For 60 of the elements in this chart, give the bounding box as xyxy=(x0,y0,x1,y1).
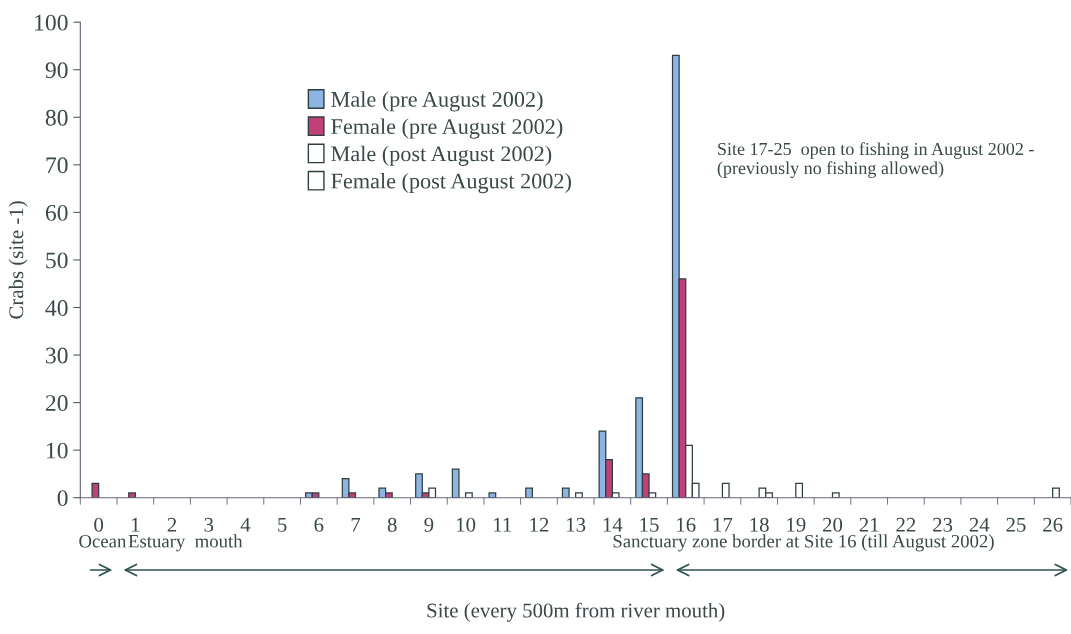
x-tick-label: 4 xyxy=(240,517,251,532)
x-tick-label: 21 xyxy=(859,517,879,532)
annotation: Site 17-25 open to fishing in August 2002 - (previously no fishing allowed) xyxy=(717,142,1034,178)
x-tick-label: 3 xyxy=(204,517,214,532)
x-tick-label: 17 xyxy=(713,517,733,532)
legend-label: Female (pre August 2002) xyxy=(331,118,563,139)
bar xyxy=(464,492,473,498)
x-tick-label: 8 xyxy=(387,517,397,532)
x-tick-label: 0 xyxy=(94,517,104,532)
bar xyxy=(575,492,583,498)
x-tick-label: 23 xyxy=(933,517,953,532)
x-tick-label: 15 xyxy=(640,517,659,532)
x-tick-label: 6 xyxy=(314,517,324,532)
y-tick-label: 0 xyxy=(57,490,68,507)
x-tick-label: 16 xyxy=(677,517,696,532)
x-tick-label: 12 xyxy=(530,517,549,532)
x-tick-label: 20 xyxy=(823,517,843,532)
bar xyxy=(128,492,136,498)
bar xyxy=(451,468,460,498)
x-tick-label: 11 xyxy=(494,517,512,532)
legend-label: Female (post August 2002) xyxy=(331,172,571,194)
bar xyxy=(1052,487,1060,498)
bar xyxy=(721,482,730,498)
y-tick-label: 70 xyxy=(46,157,68,174)
x-tick-label: 9 xyxy=(424,517,434,532)
bar xyxy=(488,492,497,498)
x-tick-label: 10 xyxy=(457,517,476,532)
text: Estuary mouth xyxy=(128,534,243,552)
x-tick-label: 22 xyxy=(896,517,916,532)
y-tick-label: 90 xyxy=(45,62,68,79)
x-tick-label: 2 xyxy=(167,517,177,532)
bar xyxy=(91,482,100,498)
bar xyxy=(561,487,570,498)
y-tick-label: 30 xyxy=(46,347,68,364)
x-tick-label: 26 xyxy=(1043,517,1063,532)
x-tick-label: 14 xyxy=(603,517,623,532)
bar xyxy=(831,492,840,498)
x-tick-label: 5 xyxy=(278,517,287,532)
y-tick-label: 10 xyxy=(46,442,68,459)
bar xyxy=(795,482,804,498)
y-tick-label: 60 xyxy=(45,204,68,221)
y-tick-label: 50 xyxy=(46,252,68,269)
y-tick-label: 80 xyxy=(45,109,68,126)
legend-label: Male (post August 2002) xyxy=(331,145,552,166)
text: Sanctuary zone border at Site 16 (till August 2002) xyxy=(613,534,994,552)
x-tick-label: 1 xyxy=(131,517,140,532)
x-tick-label: 25 xyxy=(1006,517,1026,532)
y-axis-title: Crabs (site -1) xyxy=(8,201,28,319)
y-tick-label: 40 xyxy=(45,299,68,316)
x-axis-title: Site (every 500m from river mouth) xyxy=(427,602,725,622)
y-tick-label: 20 xyxy=(45,395,68,412)
x-tick-label: 13 xyxy=(567,517,586,532)
x-tick-label: 7 xyxy=(351,517,361,532)
x-tick-label: 19 xyxy=(787,517,806,532)
legend-label: Male (pre August 2002) xyxy=(331,91,543,112)
bar xyxy=(525,487,533,498)
text: Ocean xyxy=(79,534,127,548)
x-tick-label: 18 xyxy=(750,517,769,532)
y-tick-label: 100 xyxy=(35,14,68,31)
x-tick-label: 24 xyxy=(969,517,990,532)
